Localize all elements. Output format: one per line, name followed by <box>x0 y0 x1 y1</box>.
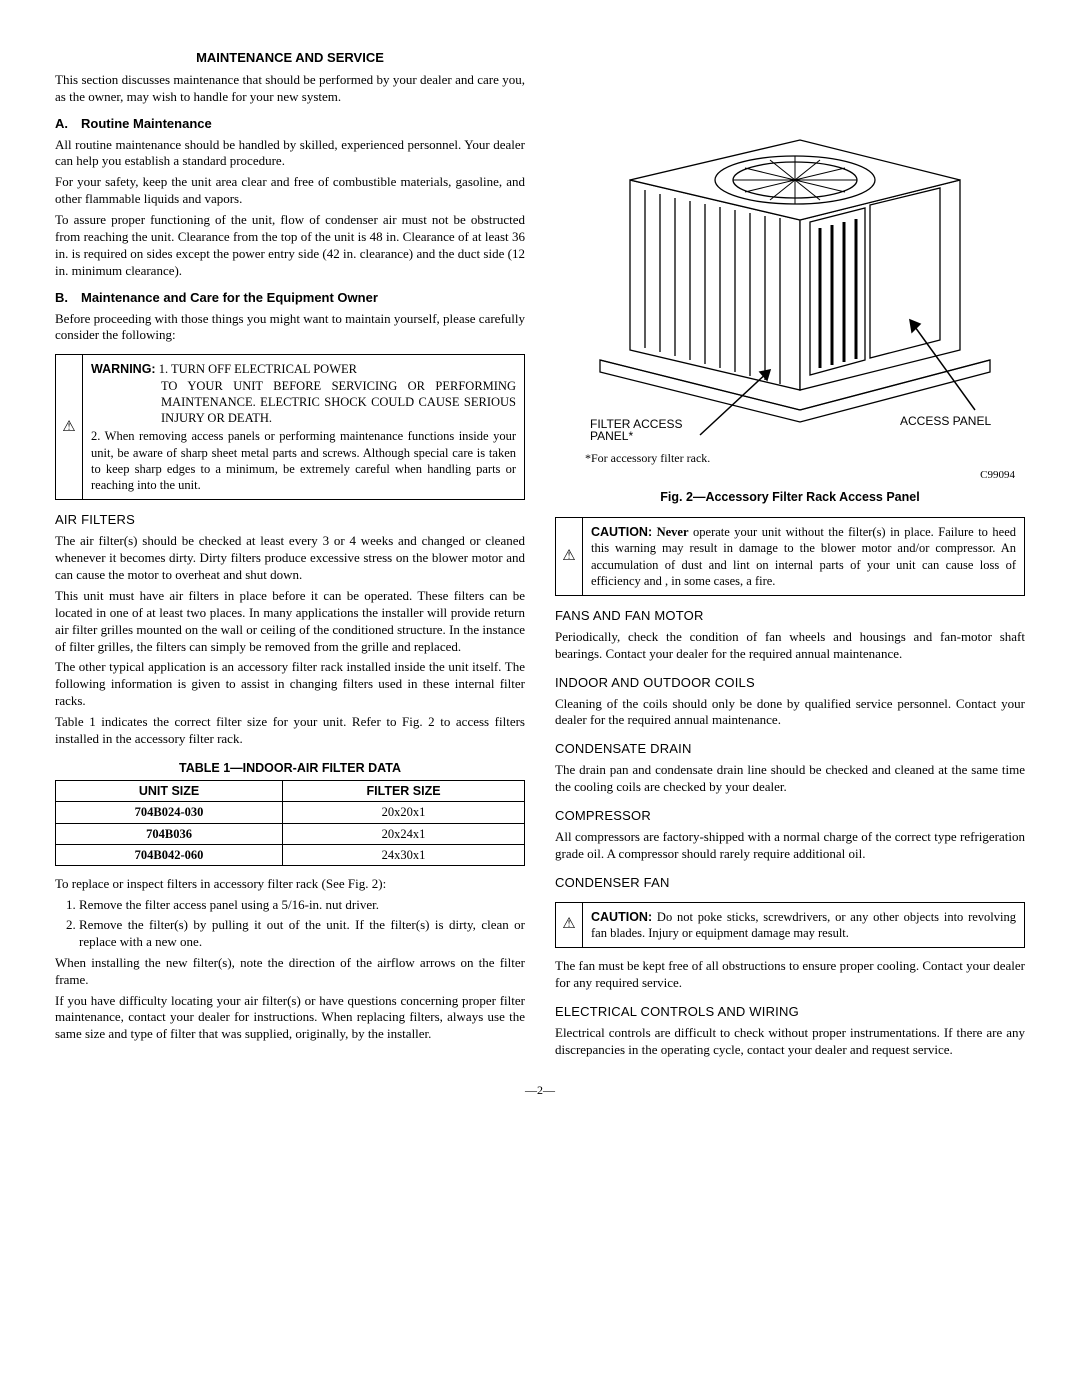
section-b-label: B. Maintenance and Care for the Equipmen… <box>55 290 525 307</box>
warning-box: ⚠ WARNING: 1. TURN OFF ELECTRICAL POWER … <box>55 354 525 500</box>
table1-h1: FILTER SIZE <box>283 781 525 802</box>
fans-p1: Periodically, check the condition of fan… <box>555 629 1025 663</box>
caution1-never: Never <box>657 525 689 539</box>
coils-head: INDOOR AND OUTDOOR COILS <box>555 675 1025 692</box>
drain-p1: The drain pan and condensate drain line … <box>555 762 1025 796</box>
caution-icon: ⚠ <box>556 903 583 948</box>
fig-label-right: ACCESS PANEL <box>900 414 991 428</box>
caution2-lead: CAUTION: <box>591 910 652 924</box>
caution2-text: Do not poke sticks, screwdrivers, or any… <box>591 910 1016 940</box>
caution-box-2: ⚠ CAUTION: Do not poke sticks, screwdriv… <box>555 902 1025 949</box>
warning-lead: WARNING: <box>91 362 156 376</box>
coils-p1: Cleaning of the coils should only be don… <box>555 696 1025 730</box>
figure-code: C99094 <box>555 468 1015 482</box>
air-filters-p1: The air filter(s) should be checked at l… <box>55 533 525 584</box>
warning-icon: ⚠ <box>56 355 83 499</box>
replace-p1: When installing the new filter(s), note … <box>55 955 525 989</box>
condfan-head: CONDENSER FAN <box>555 875 1025 892</box>
section-a-label: A. Routine Maintenance <box>55 116 525 133</box>
caution-icon: ⚠ <box>556 518 583 595</box>
filter-table: UNIT SIZE FILTER SIZE 704B024-030 20x20x… <box>55 780 525 866</box>
figure-note: *For accessory filter rack. <box>585 451 1025 467</box>
caution-box-1: ⚠ CAUTION: Never operate your unit witho… <box>555 517 1025 596</box>
replace-intro: To replace or inspect filters in accesso… <box>55 876 525 893</box>
intro-paragraph: This section discusses maintenance that … <box>55 72 525 106</box>
air-filters-p3: The other typical application is an acce… <box>55 659 525 710</box>
elec-head: ELECTRICAL CONTROLS AND WIRING <box>555 1004 1025 1021</box>
page-number: —2— <box>55 1083 1025 1099</box>
fans-head: FANS AND FAN MOTOR <box>555 608 1025 625</box>
sec-a-p1: All routine maintenance should be handle… <box>55 137 525 171</box>
air-filters-p2: This unit must have air filters in place… <box>55 588 525 656</box>
caution1-text: operate your unit without the filter(s) … <box>591 525 1016 588</box>
elec-p1: Electrical controls are difficult to che… <box>555 1025 1025 1059</box>
table1-h0: UNIT SIZE <box>56 781 283 802</box>
figure-2: FILTER ACCESSPANEL* ACCESS PANEL *For ac… <box>555 40 1025 505</box>
sec-a-p2: For your safety, keep the unit area clea… <box>55 174 525 208</box>
fig-label-left: FILTER ACCESSPANEL* <box>590 417 682 440</box>
replace-step1: Remove the filter access panel using a 5… <box>79 897 525 914</box>
warning-item2: 2. When removing access panels or perfor… <box>91 428 516 493</box>
main-title: MAINTENANCE AND SERVICE <box>55 50 525 67</box>
warning-item1a: 1. TURN OFF ELECTRICAL POWER <box>159 362 357 376</box>
caution1-lead: CAUTION: <box>591 525 652 539</box>
figure-caption: Fig. 2—Accessory Filter Rack Access Pane… <box>555 489 1025 505</box>
replace-step2: Remove the filter(s) by pulling it out o… <box>79 917 525 951</box>
condfan-p1: The fan must be kept free of all obstruc… <box>555 958 1025 992</box>
table-row: 704B024-030 20x20x1 <box>56 802 525 823</box>
compressor-p1: All compressors are factory-shipped with… <box>555 829 1025 863</box>
sec-a-p3: To assure proper functioning of the unit… <box>55 212 525 280</box>
compressor-head: COMPRESSOR <box>555 808 1025 825</box>
air-filters-head: AIR FILTERS <box>55 512 525 529</box>
table-row: 704B042-060 24x30x1 <box>56 844 525 865</box>
table-row: 704B036 20x24x1 <box>56 823 525 844</box>
drain-head: CONDENSATE DRAIN <box>555 741 1025 758</box>
warning-item1b: TO YOUR UNIT BEFORE SERVICING OR PERFORM… <box>91 378 516 427</box>
table1-title: TABLE 1—INDOOR-AIR FILTER DATA <box>55 760 525 776</box>
sec-b-p1: Before proceeding with those things you … <box>55 311 525 345</box>
air-filters-p4: Table 1 indicates the correct filter siz… <box>55 714 525 748</box>
replace-p2: If you have difficulty locating your air… <box>55 993 525 1044</box>
